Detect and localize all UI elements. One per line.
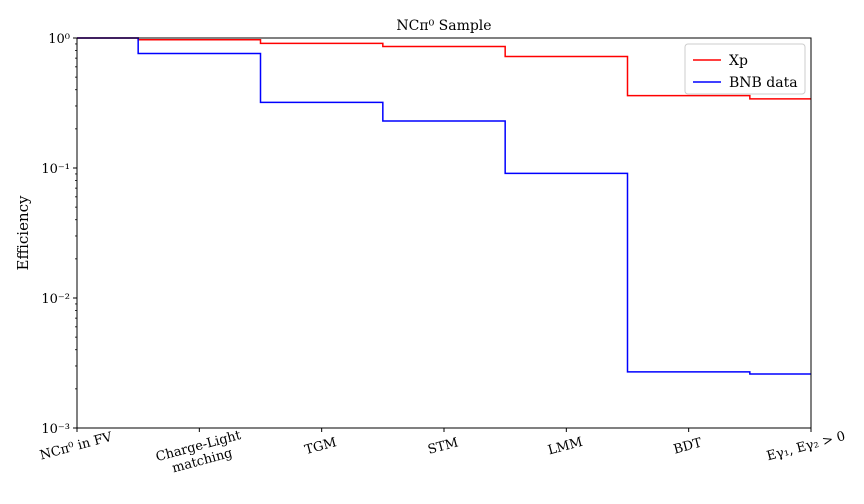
axes-frame (76, 37, 812, 429)
x-tick-label: BDT (672, 436, 704, 458)
x-tick-label: Charge-Lightmatching (154, 428, 247, 480)
legend: Xp BNB data (684, 43, 806, 95)
x-tick-label: STM (426, 435, 460, 457)
legend-label: BNB data (729, 75, 798, 91)
y-tick-label: 10⁻² (41, 292, 70, 307)
x-tick-label: Eγ₁, Eγ₂ > 0 (765, 429, 847, 464)
y-tick-label: 10⁻³ (41, 422, 70, 437)
plot-area (77, 37, 811, 375)
chart-title: NCπ⁰ Sample (396, 18, 491, 34)
x-tick-label: TGM (303, 435, 338, 458)
y-tick-label: 10⁰ (48, 32, 70, 47)
x-tick-label: LMM (546, 435, 584, 459)
legend-label: Xp (729, 53, 748, 69)
y-axis-label: Efficiency (14, 195, 32, 271)
series-line-xp (77, 37, 811, 100)
y-tick-label: 10⁻¹ (41, 162, 70, 177)
series-line-bnb-data (77, 37, 811, 375)
